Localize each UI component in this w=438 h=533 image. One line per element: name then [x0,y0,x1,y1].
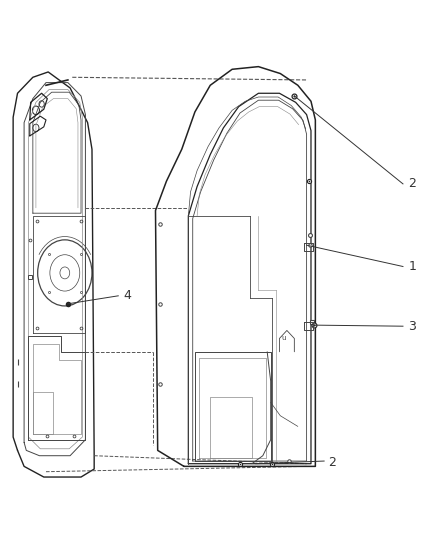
Text: 2: 2 [328,456,336,469]
Text: 3: 3 [408,320,416,333]
Text: 4: 4 [124,289,131,302]
Text: 2: 2 [408,177,416,190]
Text: 1: 1 [408,260,416,273]
Text: u: u [282,335,286,342]
